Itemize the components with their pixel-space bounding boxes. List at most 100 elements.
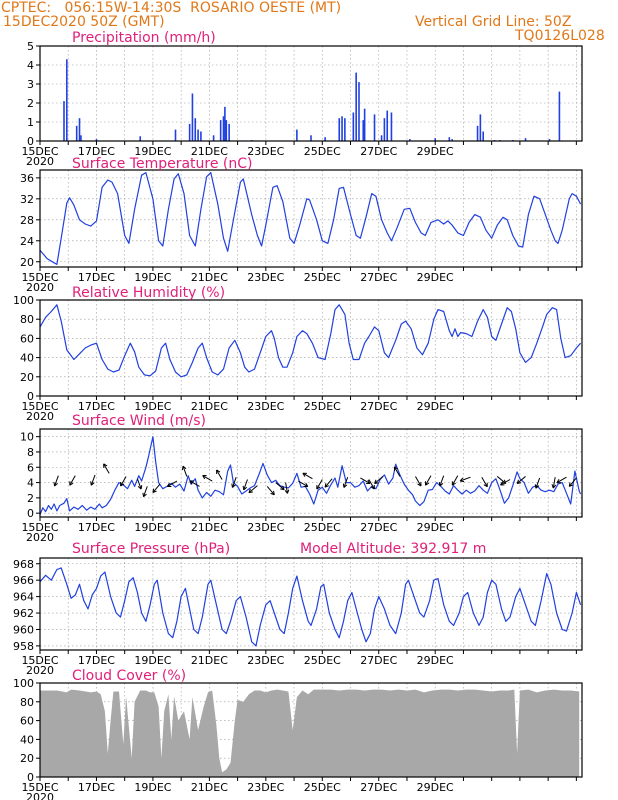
precip-xtick-label: 21DEC [191,145,228,158]
precip-bar [66,59,68,141]
precip-bar [344,118,346,141]
wind-arrow-head [137,486,142,490]
wind-arrow-head [324,485,330,488]
wind-year-label: 2020 [26,531,54,544]
pres-frame [39,557,583,651]
wind-arrow-head [152,488,155,493]
wind-xtick-label: 29DEC [417,521,454,534]
header-station: CPTEC: 056:15W-14:30S ROSARIO OESTE (MT) [1,0,342,16]
cloud-xtick-label: 19DEC [134,781,171,794]
precip-bar [380,135,383,141]
wind-arrow-head [120,483,125,487]
wind-arrow [360,477,371,484]
wind-arrow-head [568,482,571,487]
precip-bar [355,72,357,141]
precip-bar [358,82,360,141]
wind-arrow [343,477,349,488]
precip-ytick-label: 4 [27,59,34,72]
wind-arrow-head [248,491,253,494]
temp-ytick-label: 24 [20,235,34,248]
cloud-title: Cloud Cover (%) [72,668,186,684]
wind-arrow-head [242,485,245,490]
cloud-xtick-label: 29DEC [417,781,454,794]
wind-arrow-head [54,482,58,487]
rh-ytick-label: 100 [13,294,34,307]
precip-bar [219,120,222,141]
temp-xtick-label: 27DEC [360,271,397,284]
precip-bar [434,138,437,141]
wind-arrow-head [460,480,465,483]
precip-bar [383,118,386,141]
precip-bar [310,135,312,141]
cloud-xtick-label: 23DEC [247,781,284,794]
precip-xtick-label: 29DEC [417,145,454,158]
wind-arrow [415,476,422,487]
wind-arrow-head [316,486,321,490]
cloud-xtick-label: 25DEC [304,781,341,794]
precip-bar [228,123,230,141]
wind-arrow [248,485,258,494]
temp-ytick-label: 20 [20,256,34,269]
wind-ytick-label: 0 [27,507,34,520]
wind-arrow [266,486,275,496]
wind-arrow-head [202,475,206,480]
wind-arrow-head [305,482,309,487]
wind-xtick-label: 23DEC [247,521,284,534]
wind-arrow [285,482,288,494]
wind-arrow-head [438,481,441,487]
precip-bar [548,139,551,141]
precip-bar [479,114,482,141]
precip-xtick-label: 15DEC [21,145,58,158]
precip-bar [188,123,191,141]
rh-xtick-label: 23DEC [247,400,284,413]
temp-xtick-label: 25DEC [304,271,341,284]
rh-ytick-label: 80 [20,313,34,326]
precip-bar [212,135,215,141]
temp-ytick-label: 32 [20,193,34,206]
wind-arrow-head [535,485,540,489]
precip-bar [362,120,365,141]
wind-arrow-head [270,492,275,496]
precip-bar [451,139,453,141]
pres-xtick-label: 15DEC [21,654,58,667]
temp-frame [39,169,583,268]
cloud-ytick-label: 20 [20,752,34,765]
wind-arrow [302,472,313,480]
precip-ytick-label: 0 [27,135,34,148]
wind-arrow-head [500,481,503,486]
rh-xtick-label: 19DEC [134,400,171,413]
pres-xtick-label: 25DEC [304,654,341,667]
wind-xtick-label: 25DEC [304,521,341,534]
precip-bar [352,112,355,141]
precip-bar [95,139,98,141]
precip-bar [75,125,78,141]
wind-arrow-head [517,482,522,485]
cloud-year-label: 2020 [26,791,54,800]
wind-arrow [167,480,178,487]
pres-xtick-label: 29DEC [417,654,454,667]
cloud-ytick-label: 0 [27,771,34,784]
wind-arrow-head [231,483,233,488]
rh-title: Relative Humidity (%) [72,285,225,301]
wind-arrow [439,475,445,487]
wind-arrow-head [343,484,348,488]
wind-arrow [568,477,577,487]
wind-xtick-label: 21DEC [191,521,228,534]
wind-arrow [324,478,333,488]
wind-arrow-head [182,465,187,470]
wind-arrow [368,479,375,490]
header-grid-note: Vertical Grid Line: 50Z [415,14,572,30]
wind-arrow [500,479,511,486]
wind-arrow [535,477,541,489]
wind-arrow-head [417,483,422,487]
wind-arrow [556,476,567,484]
pres-ytick-label: 964 [13,591,34,604]
pres-xtick-label: 19DEC [134,654,171,667]
precip-ytick-label: 2 [27,97,34,110]
wind-arrow [459,476,471,482]
wind-arrow [316,479,323,490]
cloud-frame [39,682,583,778]
pres-xtick-label: 17DEC [78,654,115,667]
pres-title: Surface Pressure (hPa) [72,541,230,557]
